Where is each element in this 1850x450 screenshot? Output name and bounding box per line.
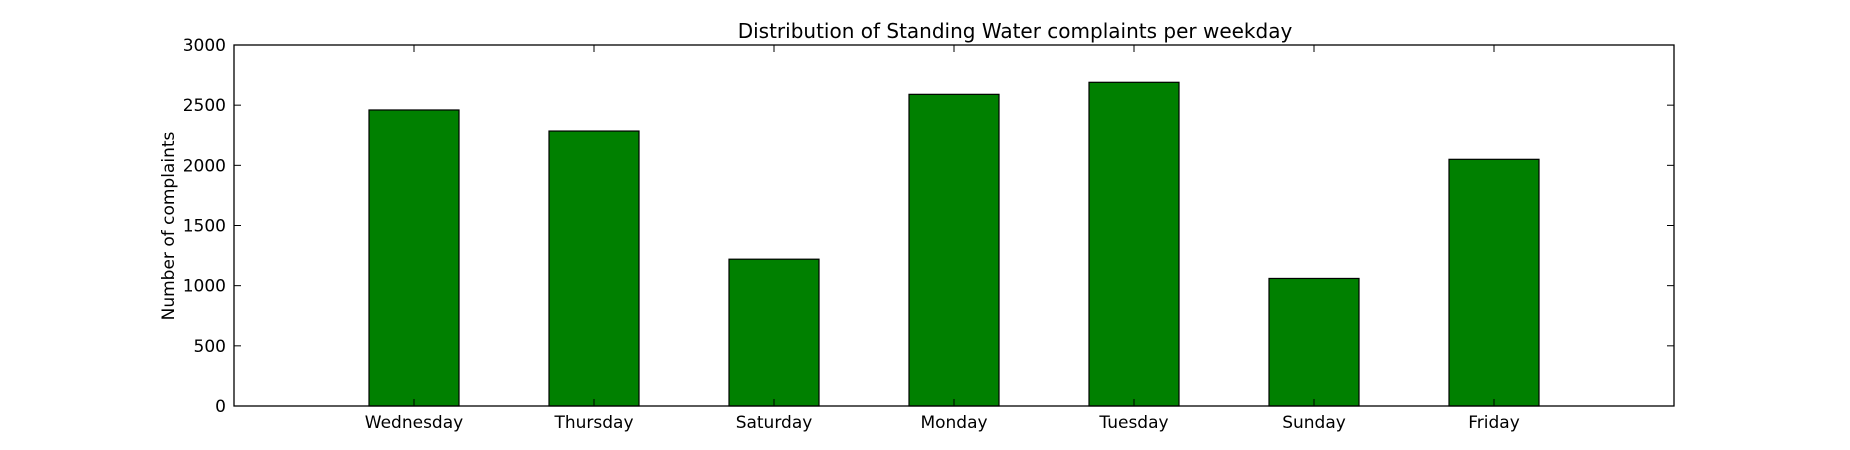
x-tick-label-saturday: Saturday [736,413,813,433]
x-tick-label-friday: Friday [1468,413,1520,433]
bar-monday [908,93,1000,407]
bar-saturday [728,258,820,407]
chart-title: Distribution of Standing Water complaint… [738,19,1293,43]
plot-frame [233,44,1675,407]
bar-tuesday [1088,81,1180,407]
y-tick-label: 2500 [183,96,226,116]
bar-thursday [548,130,640,407]
y-tick-label: 2000 [183,156,226,176]
y-tick-label: 3000 [183,36,226,56]
bar-wednesday [368,109,460,407]
x-tick-label-monday: Monday [920,413,987,433]
y-tick-label: 1500 [183,217,226,237]
x-tick-label-tuesday: Tuesday [1098,413,1168,433]
bar-sunday [1268,277,1360,407]
bars [368,81,1540,407]
y-axis-label: Number of complaints [159,131,179,320]
y-tick-label: 1000 [183,277,226,297]
bar-friday [1448,158,1540,407]
y-tick-label: 500 [194,337,226,357]
x-axis-ticks: Wednesday Thursday Saturday Monday Tuesday Su… [365,45,1520,433]
x-tick-label-thursday: Thursday [553,413,633,433]
y-tick-label: 0 [215,397,226,417]
x-tick-label-sunday: Sunday [1282,413,1346,433]
x-tick-label-wednesday: Wednesday [365,413,463,433]
y-axis-ticks: 0 500 1000 1500 2000 2500 3000 [183,36,1674,417]
